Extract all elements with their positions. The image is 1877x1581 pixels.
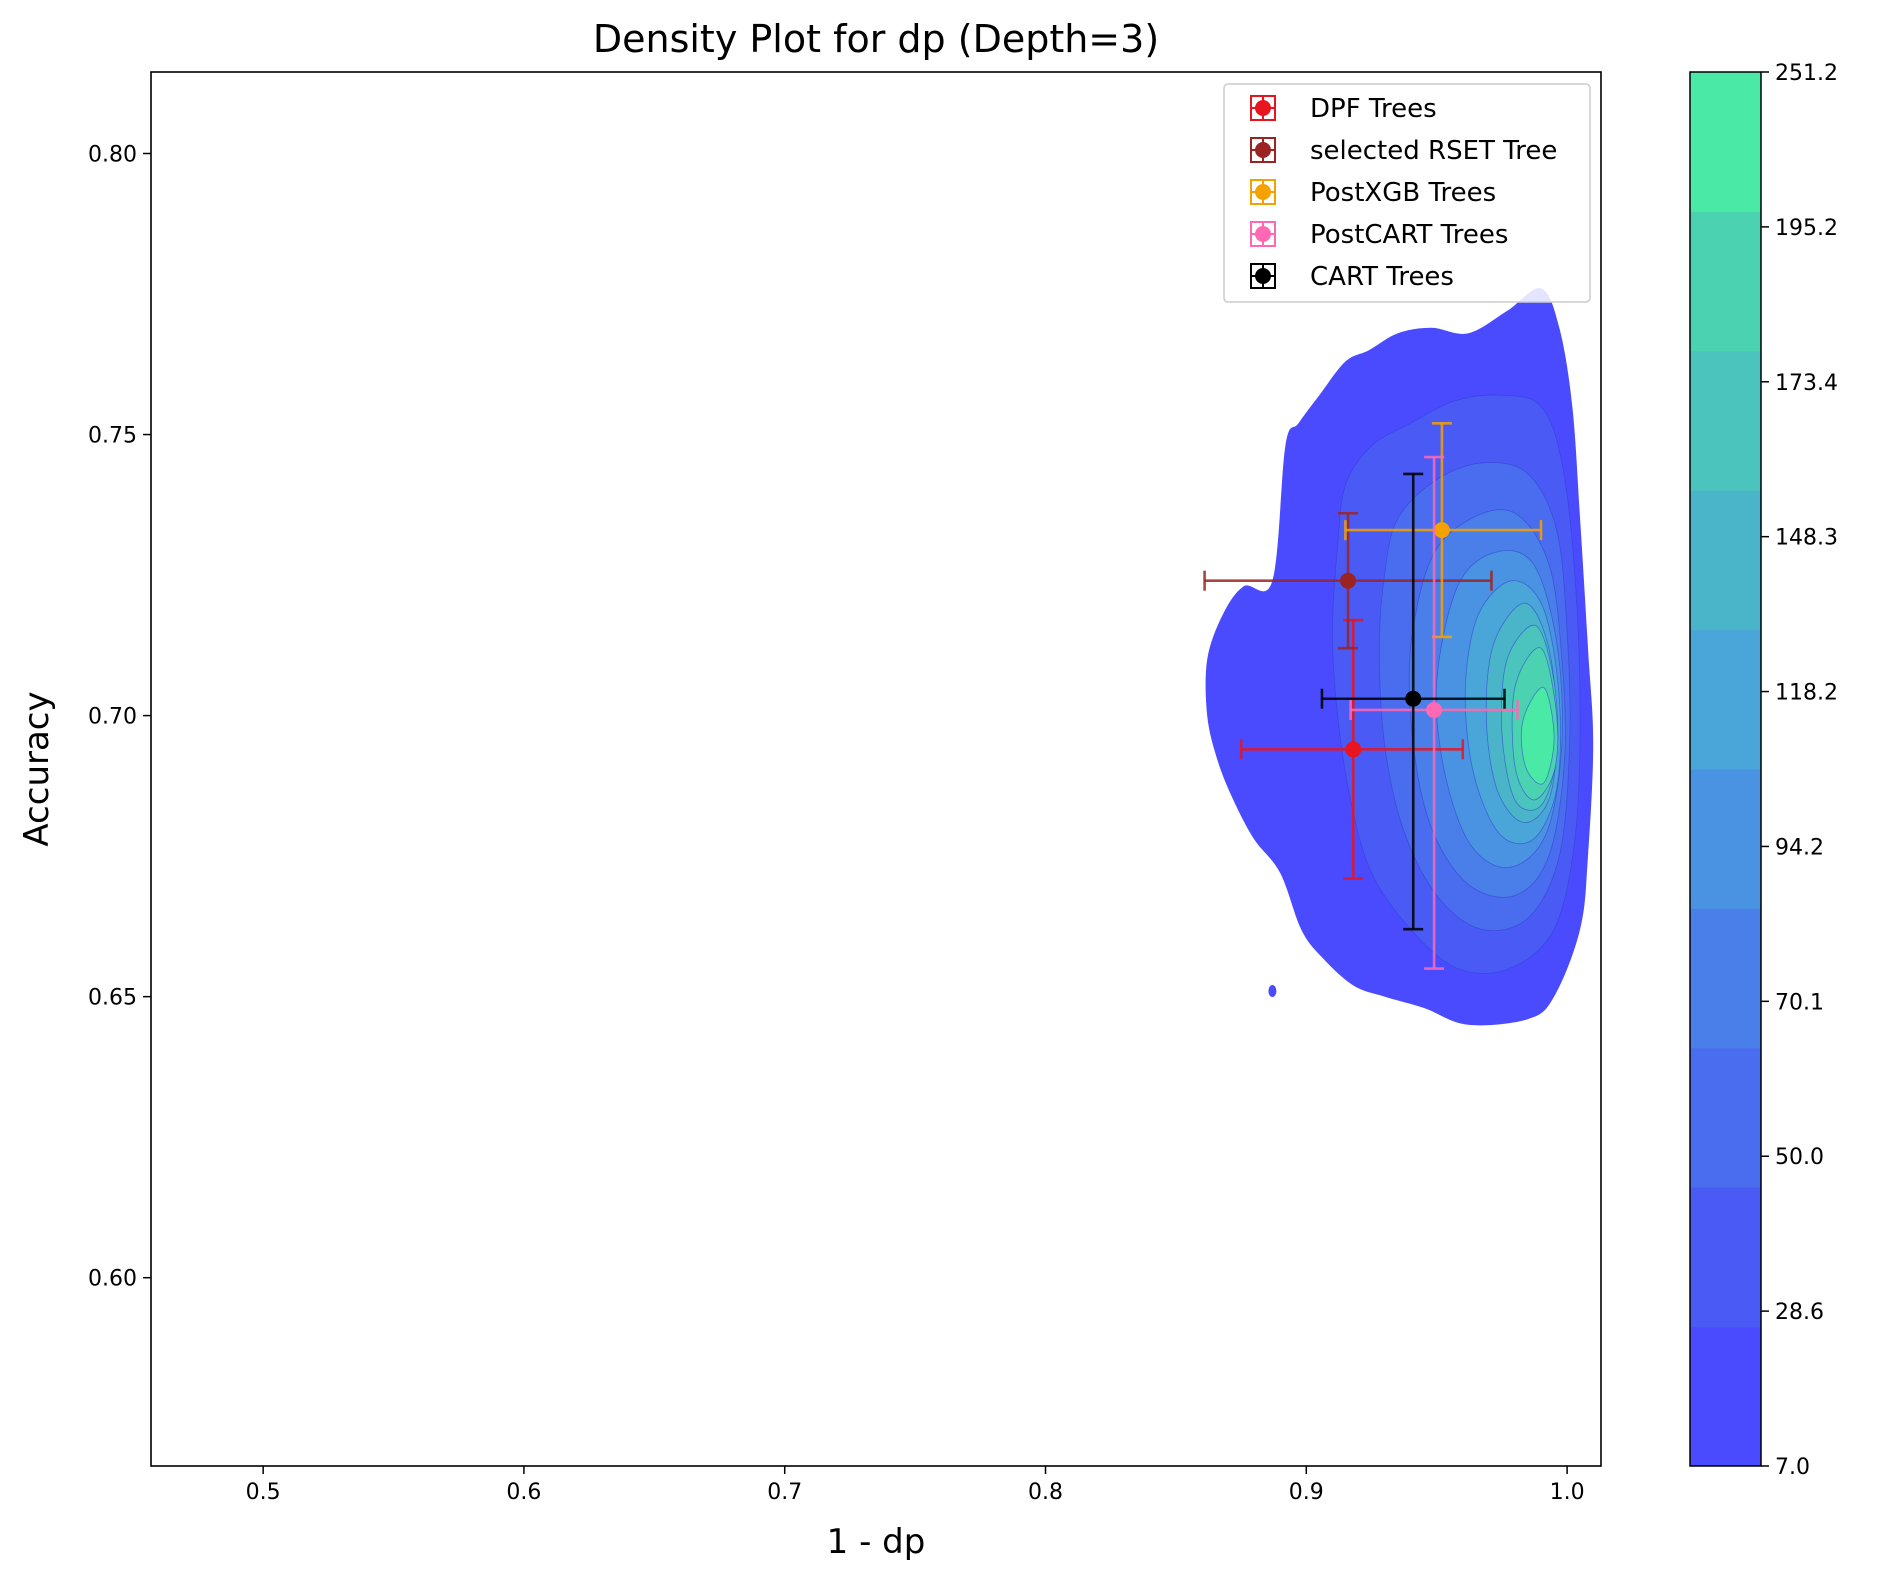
- colorbar-tick-label: 28.6: [1775, 1300, 1824, 1325]
- density-contours: [1205, 288, 1594, 1026]
- x-axis-label: 1 - dp: [827, 1522, 926, 1562]
- x-tick-label: 0.7: [767, 1480, 802, 1505]
- colorbar-frame: [1689, 71, 1762, 1467]
- x-axis-ticks: 0.5 0.6 0.7 0.8 0.9 1.0: [246, 1466, 1585, 1505]
- colorbar-tick-label: 118.2: [1775, 681, 1838, 706]
- chart-title: Density Plot for dp (Depth=3): [593, 17, 1159, 61]
- colorbar: 7.0 28.6 50.0 70.1 94.2 118.2 148.3 173.4 195.2 2…: [1689, 61, 1838, 1480]
- plot-frame: [150, 71, 1602, 1467]
- colorbar-tick-label: 195.2: [1775, 216, 1838, 241]
- colorbar-band: [1690, 1047, 1761, 1188]
- colorbar-band: [1690, 211, 1761, 352]
- colorbar-tick-label: 173.4: [1775, 371, 1838, 396]
- colorbar-band: [1690, 1187, 1761, 1328]
- legend-marker-dot: [1255, 268, 1271, 284]
- x-tick-label: 0.8: [1028, 1480, 1063, 1505]
- colorbar-tick-label: 70.1: [1775, 990, 1824, 1015]
- y-tick-label: 0.75: [88, 424, 137, 449]
- legend-marker-dot: [1255, 100, 1271, 116]
- colorbar-tick-label: 148.3: [1775, 526, 1838, 551]
- legend-label: PostXGB Trees: [1310, 178, 1496, 208]
- colorbar-band: [1690, 490, 1761, 631]
- colorbar-tick-label: 94.2: [1775, 835, 1824, 860]
- error-bars: [1203, 422, 1543, 970]
- y-axis-label: Accuracy: [17, 691, 57, 846]
- y-tick-label: 0.60: [88, 1267, 137, 1292]
- colorbar-band: [1690, 769, 1761, 909]
- errorbar-series-1: [1203, 511, 1493, 650]
- legend-entry: PostXGB Trees: [1250, 178, 1496, 208]
- errorbar-series-4: [1320, 472, 1506, 931]
- x-tick-label: 0.6: [506, 1480, 541, 1505]
- y-tick-label: 0.70: [88, 705, 137, 730]
- legend-entry: CART Trees: [1250, 262, 1454, 292]
- colorbar-tick-label: 7.0: [1775, 1455, 1810, 1480]
- colorbar-band: [1690, 350, 1761, 491]
- y-tick-label: 0.80: [88, 143, 137, 168]
- x-tick-label: 1.0: [1550, 1480, 1585, 1505]
- data-point: [1405, 690, 1422, 707]
- density-level-9: [1520, 687, 1555, 785]
- legend-entry: PostCART Trees: [1250, 220, 1508, 250]
- colorbar-band: [1690, 629, 1761, 770]
- legend: DPF Trees selected RSET Tree PostXGB Trees…: [1223, 83, 1591, 303]
- legend-label: DPF Trees: [1310, 94, 1437, 124]
- errorbar-series-0: [1239, 618, 1465, 880]
- errorbar-series-2: [1344, 422, 1543, 639]
- data-point: [1426, 701, 1443, 718]
- x-tick-label: 0.5: [246, 1480, 281, 1505]
- legend-entry: DPF Trees: [1250, 94, 1437, 124]
- data-point: [1433, 522, 1450, 539]
- density-island-0: [1268, 985, 1277, 998]
- legend-marker-dot: [1255, 226, 1271, 242]
- data-point: [1345, 741, 1362, 758]
- y-axis-ticks: 0.60 0.65 0.70 0.75 0.80: [88, 143, 151, 1292]
- legend-marker-dot: [1255, 184, 1271, 200]
- colorbar-tick-label: 50.0: [1775, 1145, 1824, 1170]
- errorbar-series-3: [1349, 455, 1519, 970]
- legend-label: PostCART Trees: [1310, 220, 1508, 250]
- colorbar-band: [1690, 72, 1761, 212]
- legend-box: [1223, 83, 1591, 303]
- legend-label: CART Trees: [1310, 262, 1454, 292]
- legend-label: selected RSET Tree: [1310, 136, 1557, 166]
- x-tick-label: 0.9: [1289, 1480, 1324, 1505]
- data-point: [1340, 572, 1357, 589]
- legend-marker-dot: [1255, 142, 1271, 158]
- colorbar-band: [1690, 908, 1761, 1049]
- colorbar-tick-label: 251.2: [1775, 61, 1838, 86]
- colorbar-band: [1690, 1326, 1761, 1467]
- legend-entry: selected RSET Tree: [1250, 136, 1557, 166]
- y-tick-label: 0.65: [88, 986, 137, 1011]
